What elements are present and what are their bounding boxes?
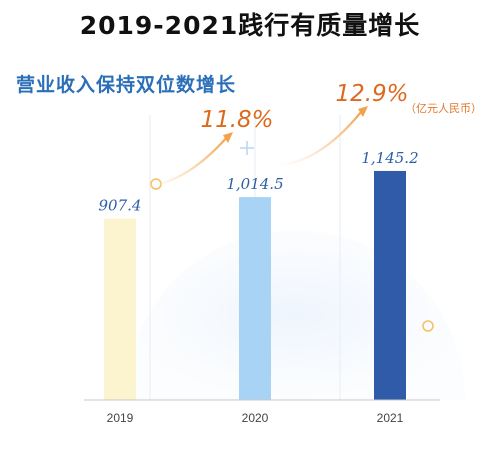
growth-arrow	[266, 110, 363, 167]
growth-label-1: 11.8%	[200, 107, 273, 133]
x-tick-label-2021: 2021	[377, 411, 404, 425]
value-label-2019: 907.4	[99, 197, 142, 215]
page-title: 2019-2021践行有质量增长	[79, 11, 421, 40]
circle-decoration-icon	[422, 320, 434, 332]
value-label-2020: 1,014.5	[226, 175, 283, 193]
unit-label: （亿元人民币）	[405, 102, 482, 115]
sparkle-icon	[240, 141, 254, 155]
growth-arrow	[131, 136, 228, 188]
chart-subtitle: 营业收入保持双位数增长	[16, 74, 237, 96]
bar-2019	[104, 218, 136, 400]
x-tick-label-2019: 2019	[107, 411, 134, 425]
growth-arrowhead-icon	[358, 105, 368, 117]
background-arc	[125, 230, 465, 400]
value-label-2021: 1,145.2	[361, 149, 418, 167]
growth-arrowhead-icon	[223, 132, 233, 144]
growth-label-2: 12.9%	[335, 81, 408, 107]
x-tick-label-2020: 2020	[242, 411, 269, 425]
bar-2020	[239, 197, 271, 400]
bar-2021	[374, 170, 406, 400]
